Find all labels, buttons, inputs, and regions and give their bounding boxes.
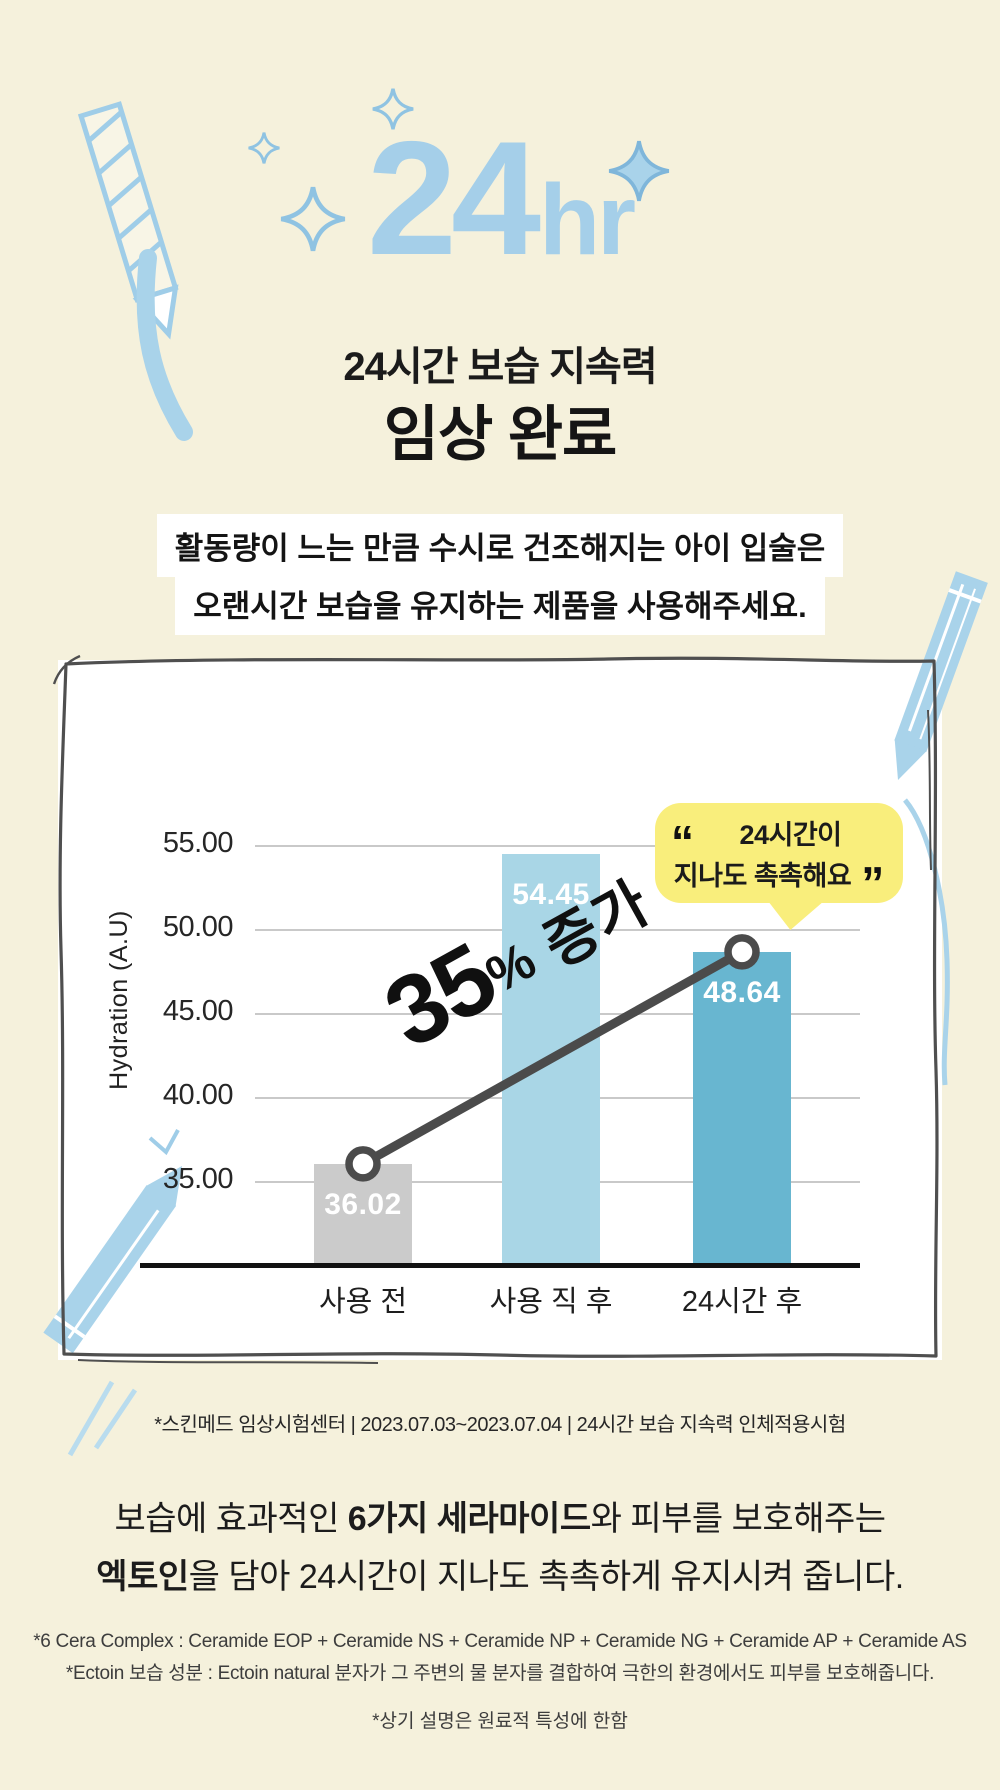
- bubble-line-1: 24시간이: [739, 820, 842, 850]
- speech-bubble: “ 24시간이 지나도 촉촉해요 ”: [655, 803, 903, 930]
- description-text: 보습에 효과적인: [114, 1500, 348, 1538]
- hero-unit: hr: [539, 164, 636, 276]
- page-title: 임상 완료: [383, 401, 617, 468]
- increase-percent-number: 35: [367, 921, 513, 1069]
- description-bold: 엑토인: [96, 1558, 189, 1596]
- bar-value-label: 36.02: [324, 1187, 402, 1221]
- y-tick-label: 55.00: [162, 827, 234, 859]
- bar-2: 48.64: [693, 951, 791, 1265]
- callout-line-2: 오랜시간 보습을 유지하는 제품을 사용해주세요.: [0, 572, 1000, 635]
- description-bold: 6가지 세라마이드: [347, 1500, 591, 1538]
- source-note: *스킨메드 임상시험센터 | 2023.07.03~2023.07.04 | 2…: [154, 1414, 846, 1436]
- ingredient-footnotes: *6 Cera Complex : Ceramide EOP + Ceramid…: [0, 1626, 1000, 1690]
- description-line-2: 엑토인을 담아 24시간이 지나도 촉촉하게 유지시켜 줍니다.: [0, 1548, 1000, 1606]
- description-text: 을 담아 24시간이 지나도 촉촉하게 유지시켜 줍니다.: [188, 1558, 905, 1596]
- bubble-line-2: 지나도 촉촉해요: [673, 861, 852, 891]
- speech-bubble-tail: [768, 901, 824, 930]
- x-axis-line: [140, 1263, 860, 1268]
- hero-number: 24: [366, 108, 541, 289]
- description: 보습에 효과적인 6가지 세라마이드와 피부를 보호해주는 엑토인을 담아 24…: [0, 1490, 1000, 1606]
- x-category-label: 사용 전: [318, 1286, 408, 1318]
- chart-card: Hydration (A.U) 55.00 50.00 45.00 40.00 35.0…: [52, 654, 942, 1364]
- callout-text: 오랜시간 보습을 유지하는 제품을 사용해주세요.: [175, 572, 825, 635]
- description-line-1: 보습에 효과적인 6가지 세라마이드와 피부를 보호해주는: [0, 1490, 1000, 1548]
- y-tick-label: 50.00: [162, 911, 234, 943]
- y-tick-label: 40.00: [162, 1079, 234, 1111]
- x-category-label: 24시간 후: [681, 1286, 803, 1318]
- footnote-line-2: *Ectoin 보습 성분 : Ectoin natural 분자가 그 주변의…: [65, 1663, 935, 1684]
- y-tick-label: 35.00: [162, 1163, 234, 1195]
- footnote-line-1: *6 Cera Complex : Ceramide EOP + Ceramid…: [33, 1631, 967, 1652]
- callout-line-1: 활동량이 느는 만큼 수시로 건조해지는 아이 입술은: [0, 514, 1000, 577]
- subtitle: 24시간 보습 지속력: [343, 345, 657, 389]
- bar-0: 36.02: [314, 1163, 412, 1265]
- disclaimer-note: *상기 설명은 원료적 특성에 한함: [372, 1711, 628, 1732]
- x-category-label: 사용 직 후: [489, 1286, 613, 1318]
- callout-text: 활동량이 느는 만큼 수시로 건조해지는 아이 입술은: [156, 514, 844, 577]
- bar-value-label: 48.64: [703, 975, 781, 1009]
- description-text: 와 피부를 보호해주는: [590, 1500, 886, 1538]
- y-tick-label: 45.00: [162, 995, 234, 1027]
- hero-24hr: 24 hr: [0, 118, 1000, 280]
